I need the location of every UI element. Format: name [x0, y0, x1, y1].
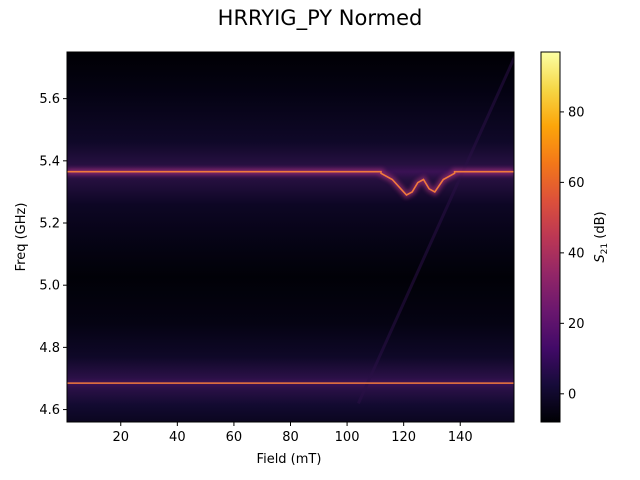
colorbar-tick-label: 0: [568, 387, 576, 402]
x-tick-label: 80: [282, 430, 299, 445]
x-axis: 20 40 60 80 100 120 140: [112, 422, 473, 445]
diagonal-mode-line: [357, 54, 514, 404]
y-tick-label: 5.6: [39, 92, 60, 107]
y-tick-label: 4.8: [39, 341, 60, 356]
x-tick-label: 120: [391, 430, 416, 445]
colorbar-gradient: [540, 51, 561, 423]
x-tick-label: 20: [112, 430, 129, 445]
colorbar-label: S21 (dB): [593, 211, 610, 262]
x-tick-label: 140: [448, 430, 473, 445]
y-tick-label: 5.4: [39, 154, 60, 169]
colorbar-tick-label: 20: [568, 317, 585, 332]
y-tick-label: 5.2: [39, 217, 60, 232]
x-tick-label: 100: [335, 430, 360, 445]
heatmap-background: [67, 52, 514, 422]
colorbar: 0 20 40 60 80: [540, 51, 585, 423]
y-tick-label: 4.6: [39, 403, 60, 418]
y-axis-label: Freq (GHz): [14, 203, 29, 272]
x-axis-label: Field (mT): [257, 452, 322, 467]
plot-area: [67, 52, 514, 422]
y-axis: 4.6 4.8 5.0 5.2 5.4 5.6: [39, 92, 67, 418]
x-tick-label: 60: [226, 430, 243, 445]
colorbar-tick-label: 40: [568, 246, 585, 261]
colorbar-tick-label: 80: [568, 105, 585, 120]
chart-title: HRRYIG_PY Normed: [217, 6, 423, 30]
y-tick-label: 5.0: [39, 279, 60, 294]
upper-mode-line: [67, 170, 514, 197]
colorbar-tick-label: 60: [568, 176, 585, 191]
x-tick-label: 40: [169, 430, 186, 445]
